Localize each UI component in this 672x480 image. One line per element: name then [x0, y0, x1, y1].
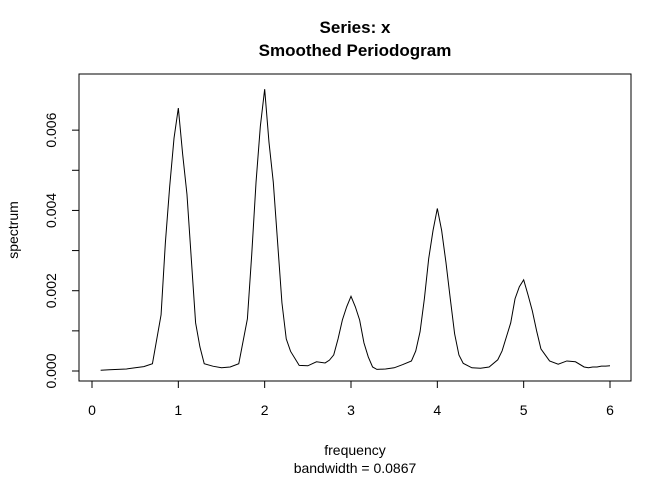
x-axis-label: frequency — [324, 442, 385, 458]
x-axis-sublabel: bandwidth = 0.0867 — [294, 460, 417, 476]
chart-subtitle: Smoothed Periodogram — [259, 41, 452, 60]
x-tick-label: 6 — [606, 402, 614, 418]
y-tick-label: 0.006 — [43, 112, 59, 147]
y-tick-label: 0.000 — [43, 353, 59, 388]
plot-frame — [78, 73, 632, 382]
x-tick-label: 5 — [520, 402, 528, 418]
spectrum-line — [100, 89, 611, 371]
y-axis-label: spectrum — [5, 201, 21, 259]
plot-area — [100, 89, 611, 371]
y-tick-label: 0.004 — [43, 193, 59, 228]
chart-title: Series: x — [320, 18, 391, 37]
y-axis: 0.000 0.002 0.004 0.006 — [43, 112, 80, 389]
x-tick-label: 2 — [261, 402, 269, 418]
x-tick-label: 3 — [347, 402, 355, 418]
x-tick-label: 1 — [174, 402, 182, 418]
x-axis: 0 1 2 3 4 5 6 — [88, 380, 614, 418]
x-tick-label: 4 — [433, 402, 441, 418]
y-tick-label: 0.002 — [43, 273, 59, 308]
x-tick-label: 0 — [88, 402, 96, 418]
